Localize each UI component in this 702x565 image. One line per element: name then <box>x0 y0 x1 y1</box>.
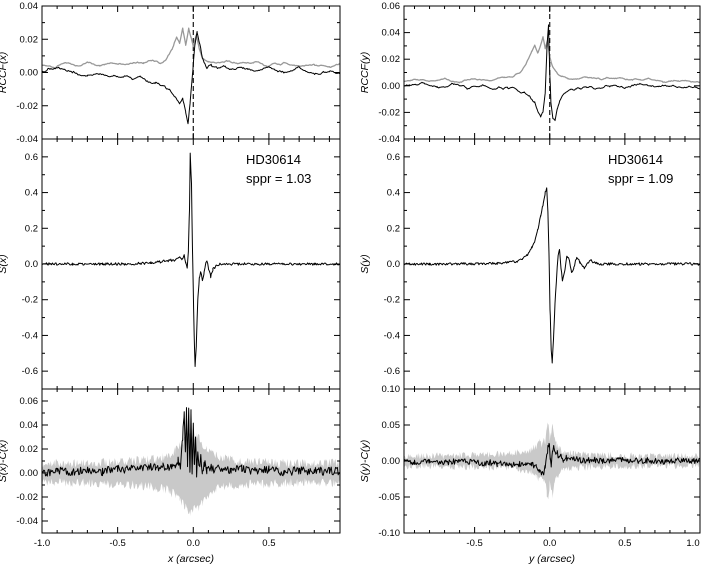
s-profile-black <box>41 152 341 367</box>
tick-labels: -0.04 -0.02 0.00 0.02 0.04 0.06 <box>378 1 400 145</box>
y-tick-label: -0.10 <box>378 528 400 539</box>
y-tick-label: -0.05 <box>378 492 400 503</box>
tick-labels: -0.10 -0.05 0.00 0.05 0.10 -0.5 0.0 0.5 1.0 <box>378 384 699 549</box>
x-tick-label: -1.0 <box>34 538 50 549</box>
y-tick-label: 0.2 <box>387 223 400 234</box>
residual-black <box>403 442 701 476</box>
y-tick-label: 0.04 <box>20 420 39 431</box>
axis-ticks <box>404 5 701 140</box>
x-tick-label: 0.5 <box>618 538 631 549</box>
sppr-value-right: sppr = 1.09 <box>608 171 674 186</box>
y-tick-label: 0.0 <box>25 259 38 270</box>
x-tick-label: 0.0 <box>187 538 200 549</box>
axis-ticks <box>41 388 340 534</box>
panel-s-y: -0.6 -0.4 -0.2 0.0 0.2 0.4 0.6 S(y) <box>359 138 701 390</box>
axis-ticks <box>404 388 701 534</box>
y-tick-label: -0.04 <box>16 516 38 527</box>
panel-diff-y: -0.10 -0.05 0.00 0.05 0.10 -0.5 0.0 0.5 1.0 S(y)-… <box>359 384 701 565</box>
y-axis-title: RCCF(y) <box>359 52 371 93</box>
y-tick-label: -0.4 <box>22 330 38 341</box>
y-tick-label: 0.00 <box>20 468 39 479</box>
y-tick-label: 0.10 <box>382 384 401 395</box>
y-tick-label: -0.2 <box>384 295 400 306</box>
panel-background <box>404 6 700 139</box>
y-axis-title: RCCF(x) <box>0 52 9 93</box>
x-tick-label: -0.5 <box>466 538 482 549</box>
target-ccf-black <box>41 31 341 125</box>
y-tick-label: 0.00 <box>382 81 401 92</box>
target-name-left: HD30614 <box>246 152 301 167</box>
y-tick-label: -0.02 <box>16 492 38 503</box>
residual-black <box>41 407 341 478</box>
y-tick-label: 0.2 <box>25 223 38 234</box>
uncertainty-band <box>42 432 340 516</box>
y-axis-title: S(y) <box>359 254 371 273</box>
sppr-value-left: sppr = 1.03 <box>246 171 312 186</box>
y-tick-label: 0.02 <box>20 34 39 45</box>
panel-rccf-x: -0.04 -0.02 0.00 0.02 0.04 RCCF(x) <box>0 1 341 145</box>
y-tick-label: -0.02 <box>16 101 38 112</box>
y-axis-title: S(x)-C(x) <box>0 440 9 483</box>
y-tick-label: -0.6 <box>384 366 400 377</box>
y-tick-label: -0.04 <box>16 134 38 145</box>
tick-labels: -0.04 -0.02 0.00 0.02 0.04 0.06 -1.0 -0.5 0.0 0.5 <box>16 396 275 549</box>
y-tick-label: -0.04 <box>378 134 400 145</box>
panel-diff-x: -0.04 -0.02 0.00 0.02 0.04 0.06 -1.0 -0.5 0.0 0.5… <box>0 388 341 565</box>
target-ccf-black <box>403 24 700 122</box>
x-tick-label: -0.5 <box>109 538 125 549</box>
y-tick-label: 0.4 <box>387 188 400 199</box>
reference-ccf-gray <box>41 27 341 69</box>
y-tick-label: 0.0 <box>387 259 400 270</box>
annotation-left: HD30614 sppr = 1.03 <box>246 150 311 188</box>
y-tick-label: -0.4 <box>384 330 400 341</box>
x-axis-title: y (arcsec) <box>528 553 575 565</box>
y-tick-label: 0.4 <box>25 188 38 199</box>
tick-labels: -0.04 -0.02 0.00 0.02 0.04 <box>16 1 38 145</box>
target-name-right: HD30614 <box>608 152 663 167</box>
y-tick-label: 0.06 <box>382 1 401 12</box>
y-axis-title: S(x) <box>0 254 9 273</box>
y-tick-label: 0.04 <box>382 28 401 39</box>
y-tick-label: 0.02 <box>20 444 39 455</box>
tick-labels: -0.6 -0.4 -0.2 0.0 0.2 0.4 0.6 <box>384 152 400 377</box>
x-tick-label: 0.5 <box>262 538 275 549</box>
x-tick-label: 0.0 <box>543 538 556 549</box>
y-tick-label: -0.6 <box>22 366 38 377</box>
y-axis-title: S(y)-C(y) <box>359 440 371 483</box>
y-tick-label: 0.06 <box>20 396 39 407</box>
y-tick-label: 0.05 <box>382 420 401 431</box>
tick-labels: -0.6 -0.4 -0.2 0.0 0.2 0.4 0.6 <box>22 152 38 377</box>
panel-rccf-y: -0.04 -0.02 0.00 0.02 0.04 0.06 RCCF(y) <box>359 1 701 145</box>
annotation-right: HD30614 sppr = 1.09 <box>608 150 673 188</box>
y-tick-label: 0.6 <box>25 152 38 163</box>
s-profile-black <box>403 187 701 364</box>
x-tick-label: 1.0 <box>686 538 699 549</box>
panel-s-x: -0.6 -0.4 -0.2 0.0 0.2 0.4 0.6 S(x) <box>0 138 341 390</box>
panel-background <box>42 6 340 139</box>
x-axis-title: x (arcsec) <box>167 553 214 565</box>
y-tick-label: 0.02 <box>382 54 401 65</box>
y-tick-label: 0.00 <box>20 68 39 79</box>
y-tick-label: -0.2 <box>22 295 38 306</box>
y-tick-label: 0.04 <box>20 1 39 12</box>
y-tick-label: 0.6 <box>387 152 400 163</box>
y-tick-label: 0.00 <box>382 456 401 467</box>
y-tick-label: -0.02 <box>378 107 400 118</box>
